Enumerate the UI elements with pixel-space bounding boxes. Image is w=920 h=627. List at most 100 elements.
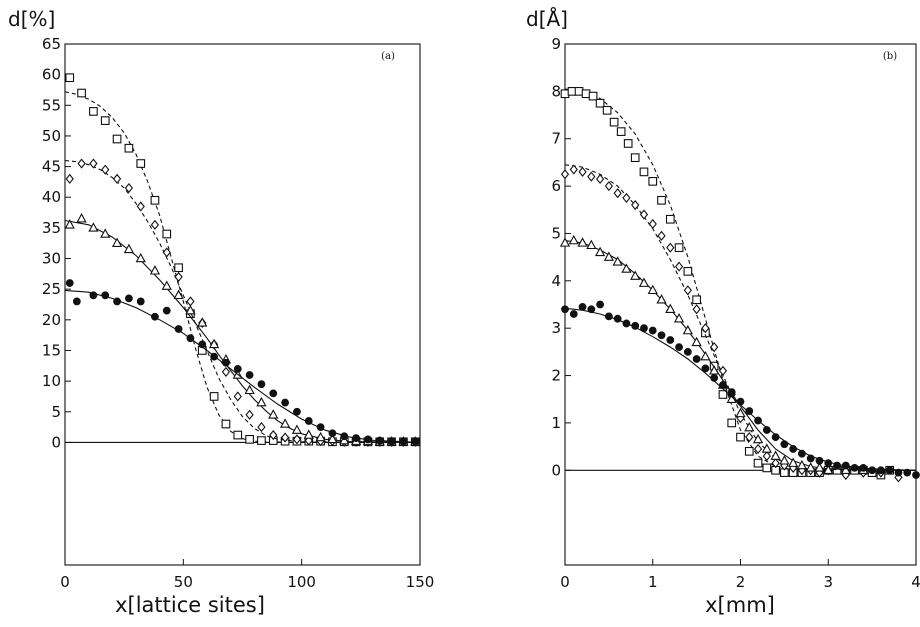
data-point xyxy=(745,432,754,443)
y-tick-label: 0 xyxy=(51,433,61,451)
x-tick-label: 0 xyxy=(560,573,570,591)
data-point xyxy=(656,294,667,304)
data-point xyxy=(595,98,605,108)
y-tick-label: 60 xyxy=(42,66,61,84)
data-point xyxy=(683,266,693,276)
data-point xyxy=(257,436,266,445)
data-point xyxy=(245,409,254,420)
panel-label: (a) xyxy=(381,51,395,62)
data-point xyxy=(701,323,710,334)
data-point xyxy=(595,173,605,185)
data-point xyxy=(113,297,121,306)
data-point xyxy=(630,153,640,163)
data-point xyxy=(806,454,815,463)
data-point xyxy=(877,466,885,475)
data-point xyxy=(399,437,408,446)
data-point xyxy=(587,305,596,314)
data-point xyxy=(124,143,134,153)
data-point xyxy=(745,407,754,415)
data-point xyxy=(691,336,702,347)
x-tick-label: 50 xyxy=(174,573,193,591)
data-point xyxy=(623,139,633,148)
data-point xyxy=(718,365,728,376)
data-point xyxy=(613,314,622,323)
data-point xyxy=(885,466,894,475)
data-point xyxy=(136,201,145,212)
data-point xyxy=(292,434,302,445)
y-tick-label: 5 xyxy=(551,224,561,242)
data-point xyxy=(761,443,772,453)
panel-label: (b) xyxy=(883,51,897,62)
data-point xyxy=(753,443,763,455)
data-point xyxy=(111,237,123,247)
data-point xyxy=(64,219,75,229)
data-point xyxy=(577,237,588,247)
data-point xyxy=(124,182,134,194)
data-point xyxy=(304,435,313,446)
data-point xyxy=(770,450,781,460)
data-point xyxy=(161,280,172,290)
fit-curve xyxy=(64,289,421,443)
data-point xyxy=(233,391,242,402)
data-point xyxy=(594,246,606,257)
y-tick-label: 2 xyxy=(551,367,561,385)
data-point xyxy=(727,388,736,397)
y-tick-label: 15 xyxy=(42,341,61,359)
data-point xyxy=(744,421,755,432)
x-tick-label: 3 xyxy=(823,573,833,591)
data-point xyxy=(569,164,578,175)
data-point xyxy=(647,284,658,295)
fit-curve xyxy=(64,219,421,443)
data-point xyxy=(789,445,798,453)
x-tick-label: 0 xyxy=(60,573,70,591)
data-point xyxy=(209,392,219,401)
data-point xyxy=(657,331,666,340)
series-triangle-open xyxy=(559,234,917,475)
data-point xyxy=(762,450,771,462)
data-point xyxy=(581,89,591,99)
x-tick-label: 4 xyxy=(911,573,920,591)
data-point xyxy=(639,167,649,177)
data-point xyxy=(648,218,657,230)
y-tick-label: 55 xyxy=(42,96,61,114)
data-point xyxy=(602,105,612,115)
data-point xyxy=(174,325,183,333)
y-tick-label: 1 xyxy=(551,414,561,432)
x-axis-label: x[lattice sites] xyxy=(115,593,265,617)
data-point xyxy=(578,166,587,177)
data-point xyxy=(868,466,877,475)
data-point xyxy=(674,261,684,272)
data-point xyxy=(89,291,98,300)
data-point xyxy=(316,423,325,431)
y-tick-label: 65 xyxy=(42,35,61,53)
y-tick-label: 25 xyxy=(42,280,61,298)
data-point xyxy=(149,265,161,275)
data-point xyxy=(89,158,98,169)
data-point xyxy=(798,449,806,458)
series-circle-filled xyxy=(561,300,920,479)
data-point xyxy=(771,433,780,442)
data-point xyxy=(162,306,171,315)
data-point xyxy=(657,230,666,241)
data-point xyxy=(762,463,772,473)
data-point xyxy=(101,291,110,300)
data-point xyxy=(411,437,420,446)
data-point xyxy=(162,247,171,258)
data-point xyxy=(780,440,789,449)
data-point xyxy=(375,436,384,445)
data-point xyxy=(303,429,314,439)
data-point xyxy=(701,364,710,373)
data-point xyxy=(197,317,208,327)
data-point xyxy=(151,312,159,321)
data-point xyxy=(569,310,578,318)
data-point xyxy=(233,430,243,440)
data-point xyxy=(574,87,584,96)
data-point xyxy=(683,285,692,296)
fit-curve xyxy=(64,159,421,443)
data-point xyxy=(603,251,615,261)
data-point xyxy=(612,256,623,266)
data-point xyxy=(174,271,183,282)
y-tick-label: 35 xyxy=(42,219,61,237)
series-triangle-open xyxy=(64,213,421,446)
